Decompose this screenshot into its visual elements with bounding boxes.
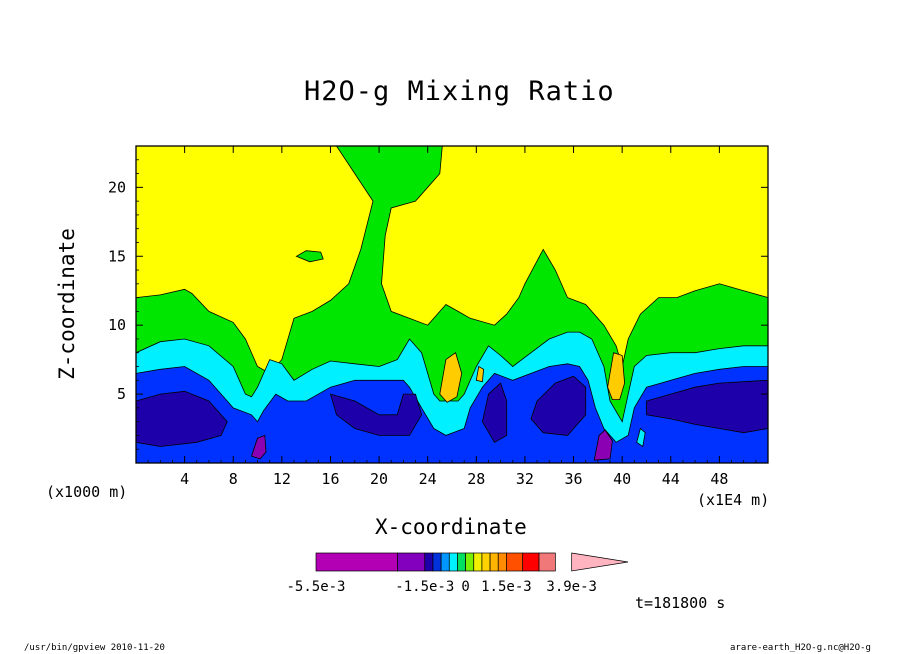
- x-tick-label: 36: [565, 470, 583, 488]
- colorbar-segment: [538, 552, 556, 572]
- x-scale-note: (x1E4 m): [697, 491, 770, 509]
- x-tick-label: 48: [710, 470, 728, 488]
- colorbar-segment: [397, 552, 426, 572]
- y-tick-label: 10: [108, 316, 126, 334]
- footer-left: /usr/bin/gpview 2010-11-20: [24, 643, 165, 653]
- colorbar-segment: [432, 552, 442, 572]
- x-tick-label: 12: [273, 470, 291, 488]
- footer-right: arare-earth_H2O-g.nc@H2O-g: [730, 643, 871, 653]
- colorbar-segment: [448, 552, 458, 572]
- time-label: t=181800 s: [635, 594, 726, 612]
- colorbar-segment: [473, 552, 483, 572]
- x-tick-label: 20: [370, 470, 388, 488]
- colorbar-extend-arrow: [571, 552, 629, 572]
- x-tick-label: 24: [419, 470, 437, 488]
- colorbar-segment: [506, 552, 524, 572]
- contour-fill-navy-far-east: [646, 379, 768, 434]
- colorbar-segment: [465, 552, 475, 572]
- contour-fill-orange-1: [439, 352, 463, 403]
- contour-fill-green-patch: [295, 250, 324, 263]
- contour-fill-purple-west: [250, 434, 267, 460]
- x-tick-label: 8: [229, 470, 238, 488]
- contour-fill-purple-east: [593, 429, 613, 461]
- colorbar-label: 0: [461, 579, 469, 595]
- colorbar-label: -1.5e-3: [395, 579, 454, 595]
- contour-fill-orange-3: [475, 365, 485, 383]
- colorbar-segment: [497, 552, 507, 572]
- colorbar-segment: [457, 552, 466, 572]
- y-tick-label: 15: [108, 247, 126, 265]
- x-tick-label: 4: [180, 470, 189, 488]
- colorbar-segment: [522, 552, 540, 572]
- chart-title: H2O-g Mixing Ratio: [304, 76, 615, 107]
- y-axis-title: Z-coordinate: [54, 228, 79, 380]
- y-tick-label: 20: [108, 178, 126, 196]
- contour-fills: [136, 146, 768, 463]
- colorbar-label: 3.9e-3: [546, 579, 597, 595]
- x-unit-note: (x1000 m): [46, 483, 128, 501]
- x-tick-label: 44: [662, 470, 680, 488]
- contour-fill-navy-west: [136, 390, 228, 447]
- contour-fill-navy-east: [530, 375, 587, 436]
- colorbar-segment: [440, 552, 450, 572]
- y-tick-label: 5: [117, 385, 126, 403]
- colorbar-segment: [481, 552, 491, 572]
- contour-fill-navy-center: [329, 393, 423, 436]
- contour-fill-orange-2: [607, 352, 626, 400]
- contour-fill-navy-small: [481, 382, 508, 443]
- colorbar-segment: [489, 552, 499, 572]
- x-tick-label: 40: [613, 470, 631, 488]
- x-tick-label: 28: [467, 470, 485, 488]
- x-tick-label: 16: [321, 470, 339, 488]
- colorbar-segment: [424, 552, 434, 572]
- colorbar-label: 1.5e-3: [481, 579, 532, 595]
- x-tick-label: 32: [516, 470, 534, 488]
- colorbar-segment: [315, 552, 398, 572]
- colorbar-label: -5.5e-3: [286, 579, 345, 595]
- contour-fill-cyan-patch: [636, 427, 646, 448]
- x-axis-title: X-coordinate: [375, 515, 527, 539]
